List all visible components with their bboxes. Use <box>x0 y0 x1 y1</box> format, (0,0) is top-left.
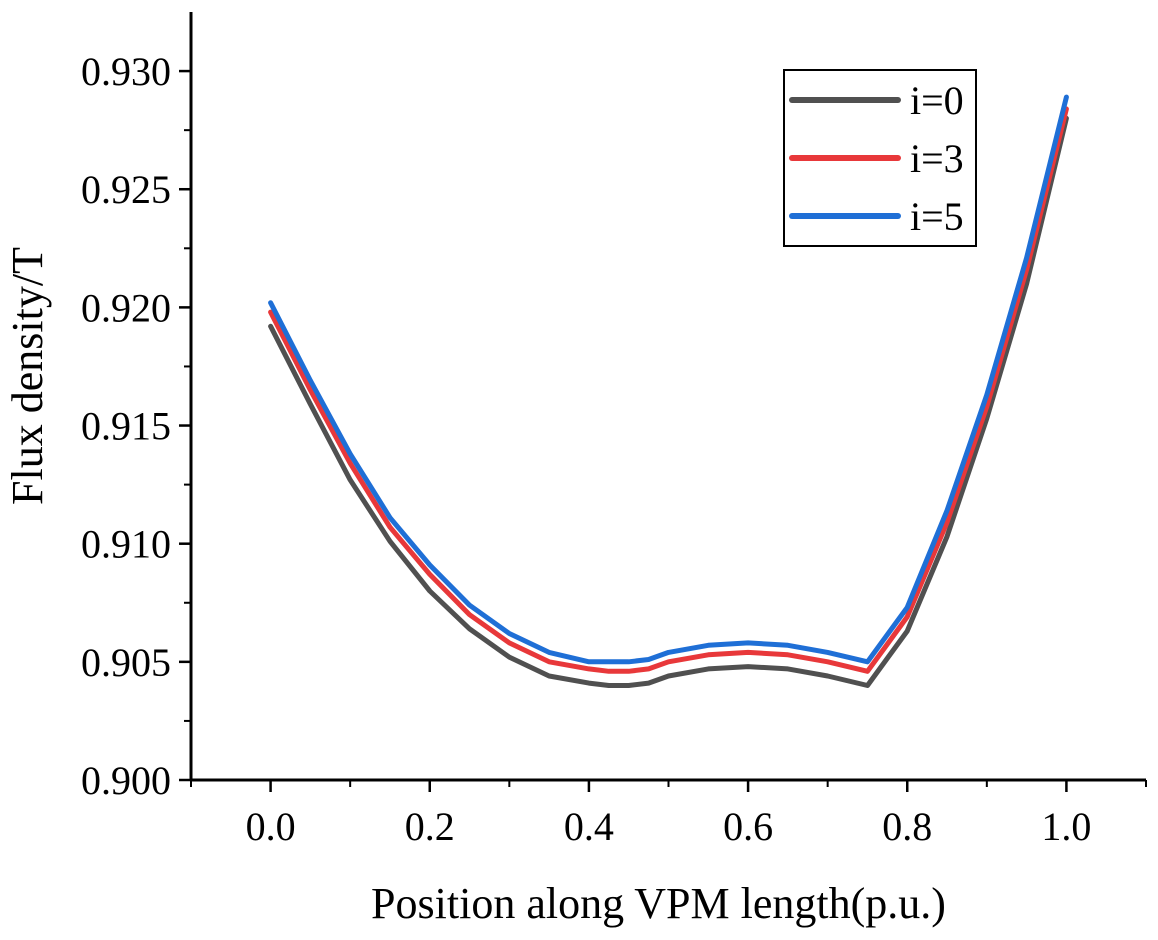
series-line-i3 <box>268 106 1069 674</box>
y-tick-label: 0.930 <box>81 49 171 94</box>
x-tick-label: 0.4 <box>564 804 614 849</box>
x-axis-title: Position along VPM length(p.u.) <box>371 879 946 928</box>
y-tick-label: 0.900 <box>81 758 171 803</box>
y-tick-label: 0.920 <box>81 285 171 330</box>
y-axis-title: Flux density/T <box>3 247 52 505</box>
x-tick-label: 0.0 <box>246 804 296 849</box>
x-tick-label: 1.0 <box>1041 804 1091 849</box>
y-tick-label: 0.925 <box>81 167 171 212</box>
x-tick-label: 0.8 <box>882 804 932 849</box>
series-line-i5 <box>268 94 1069 665</box>
legend-label: i=5 <box>910 194 964 239</box>
series-line-i0 <box>268 115 1069 688</box>
y-tick-label: 0.910 <box>81 522 171 567</box>
x-tick-label: 0.6 <box>723 804 773 849</box>
legend-label: i=0 <box>910 78 964 123</box>
legend: i=0 i=3 i=5 <box>783 69 977 247</box>
y-tick-label: 0.915 <box>81 404 171 449</box>
x-tick-label: 0.2 <box>405 804 455 849</box>
legend-label: i=3 <box>910 136 964 181</box>
axes: 0.0 0.2 0.4 0.6 0.8 1.0 0.900 0.905 0.910 0.915 0.… <box>81 12 1147 849</box>
y-tick-label: 0.905 <box>81 640 171 685</box>
series-group <box>268 94 1069 688</box>
